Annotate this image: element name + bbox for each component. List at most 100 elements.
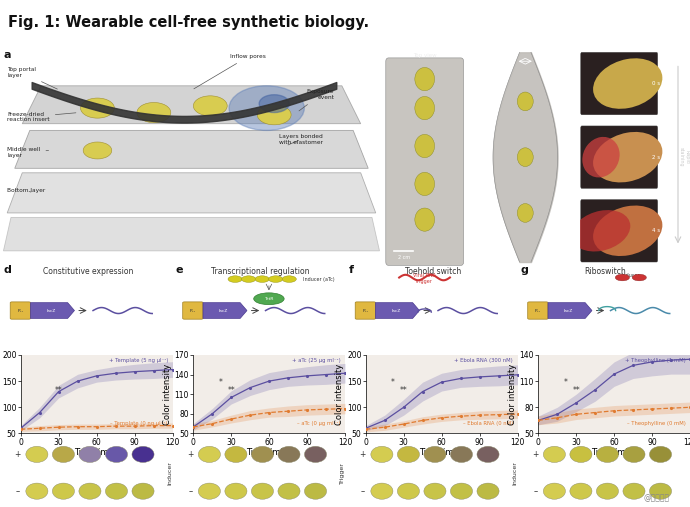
Text: P₇₇: P₇₇	[190, 309, 196, 312]
Ellipse shape	[593, 58, 662, 109]
Text: Inducer (aTc): Inducer (aTc)	[303, 277, 335, 281]
Ellipse shape	[543, 483, 565, 499]
Circle shape	[415, 96, 435, 120]
Ellipse shape	[106, 483, 128, 499]
Text: Transcriptional regulation: Transcriptional regulation	[211, 267, 310, 276]
Text: Inflow pores: Inflow pores	[194, 54, 266, 89]
Ellipse shape	[593, 132, 662, 183]
Circle shape	[257, 105, 291, 125]
Text: Fig. 1: Wearable cell-free synthetic biology.: Fig. 1: Wearable cell-free synthetic bio…	[8, 15, 369, 30]
Circle shape	[259, 95, 289, 113]
X-axis label: Time (min): Time (min)	[419, 448, 464, 457]
Text: g: g	[521, 265, 529, 275]
Text: P₇₇: P₇₇	[17, 309, 23, 312]
Ellipse shape	[278, 446, 300, 462]
Text: +: +	[14, 450, 21, 459]
Text: f: f	[348, 265, 353, 275]
Polygon shape	[375, 303, 420, 318]
Text: **: **	[227, 386, 235, 394]
Text: 0 s: 0 s	[651, 81, 660, 86]
Circle shape	[518, 204, 533, 222]
Text: + Ebola RNA (300 nM): + Ebola RNA (300 nM)	[454, 358, 513, 363]
Ellipse shape	[225, 483, 247, 499]
Ellipse shape	[397, 483, 420, 499]
Circle shape	[241, 276, 256, 282]
Ellipse shape	[649, 446, 671, 462]
Text: – Template (0 ng μl⁻¹): – Template (0 ng μl⁻¹)	[110, 421, 168, 426]
Text: P₇₇: P₇₇	[362, 309, 368, 312]
Text: – Theophylline (0 mM): – Theophylline (0 mM)	[627, 421, 685, 426]
FancyBboxPatch shape	[10, 302, 30, 319]
Ellipse shape	[251, 483, 273, 499]
Text: *: *	[219, 378, 222, 387]
Circle shape	[415, 208, 435, 231]
Text: –: –	[16, 487, 20, 496]
FancyBboxPatch shape	[355, 302, 375, 319]
Ellipse shape	[371, 446, 393, 462]
X-axis label: Time (min): Time (min)	[591, 448, 637, 457]
Text: Freeze-dried
reaction insert: Freeze-dried reaction insert	[7, 112, 76, 122]
Ellipse shape	[52, 446, 75, 462]
FancyBboxPatch shape	[528, 302, 548, 319]
Text: Constitutive expression: Constitutive expression	[43, 267, 133, 276]
Circle shape	[193, 96, 227, 116]
Polygon shape	[548, 303, 592, 318]
Text: TetR: TetR	[264, 297, 274, 301]
Y-axis label: Color intensity: Color intensity	[163, 364, 172, 425]
Text: lacZ: lacZ	[391, 309, 400, 312]
Text: Viral RNA
trigger: Viral RNA trigger	[413, 273, 436, 283]
Circle shape	[137, 102, 171, 123]
Text: Top view: Top view	[413, 53, 437, 58]
Text: – Ebola RNA (0 nM): – Ebola RNA (0 nM)	[463, 421, 513, 426]
Text: – aTc (0 μg ml⁻¹): – aTc (0 μg ml⁻¹)	[297, 421, 340, 426]
Ellipse shape	[132, 483, 154, 499]
X-axis label: Time (min): Time (min)	[74, 448, 119, 457]
Text: *: *	[391, 378, 395, 387]
Ellipse shape	[623, 483, 645, 499]
Circle shape	[228, 276, 242, 282]
Ellipse shape	[79, 483, 101, 499]
Text: Riboswitch: Riboswitch	[584, 267, 627, 276]
Text: +: +	[359, 450, 366, 459]
Circle shape	[632, 274, 647, 281]
Ellipse shape	[451, 446, 473, 462]
Text: lacZ: lacZ	[219, 309, 228, 312]
Text: +: +	[187, 450, 193, 459]
Text: –: –	[188, 487, 193, 496]
Ellipse shape	[593, 205, 662, 256]
Text: Bottom layer: Bottom layer	[7, 188, 46, 193]
Circle shape	[415, 172, 435, 196]
Circle shape	[268, 276, 283, 282]
Text: Inducer: Inducer	[167, 461, 172, 485]
Text: Rapid
staining: Rapid staining	[679, 148, 690, 167]
Polygon shape	[7, 173, 376, 213]
Text: 2 s: 2 s	[651, 155, 660, 160]
Ellipse shape	[582, 137, 620, 177]
Text: Top portal
layer: Top portal layer	[7, 67, 57, 89]
Ellipse shape	[543, 446, 565, 462]
Ellipse shape	[477, 446, 499, 462]
Text: **: **	[55, 386, 63, 394]
Text: 2 cm: 2 cm	[397, 255, 410, 260]
FancyBboxPatch shape	[581, 52, 658, 115]
Text: **: **	[572, 386, 580, 394]
Text: 180°: 180°	[519, 48, 531, 53]
Text: –: –	[533, 487, 538, 496]
Ellipse shape	[225, 446, 247, 462]
Text: Middle well
layer: Middle well layer	[7, 148, 48, 158]
Text: Layers bonded
with elastomer: Layers bonded with elastomer	[279, 134, 323, 145]
Text: 4 s: 4 s	[651, 228, 660, 233]
Polygon shape	[22, 86, 361, 124]
Ellipse shape	[424, 483, 446, 499]
Text: +: +	[532, 450, 538, 459]
Ellipse shape	[570, 446, 592, 462]
Ellipse shape	[198, 446, 220, 462]
Ellipse shape	[304, 483, 326, 499]
Text: Flexible: Flexible	[471, 137, 477, 158]
Ellipse shape	[596, 483, 618, 499]
Circle shape	[415, 134, 435, 158]
Ellipse shape	[570, 483, 592, 499]
FancyBboxPatch shape	[581, 200, 658, 262]
Ellipse shape	[596, 446, 618, 462]
Ellipse shape	[251, 446, 273, 462]
